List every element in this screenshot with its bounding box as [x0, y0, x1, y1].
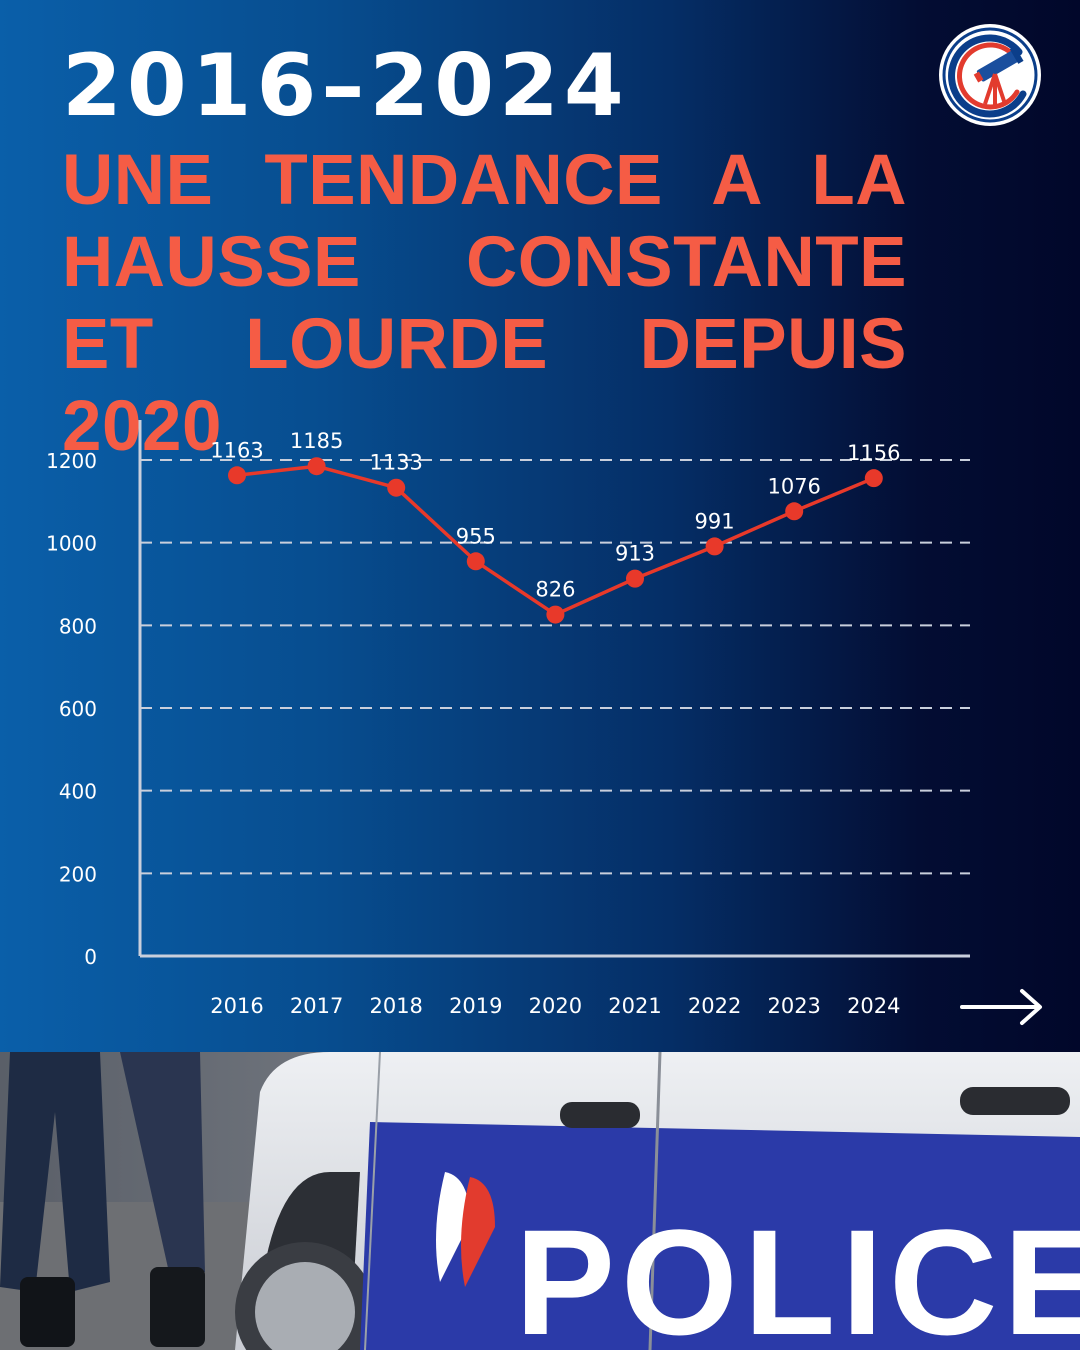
data-point: [228, 466, 246, 485]
chart-panel: [0, 0, 1080, 1052]
y-tick-label: 800: [59, 614, 97, 638]
x-tick-label: 2019: [449, 994, 502, 1018]
series-line-segment: [634, 544, 716, 581]
data-label: 955: [456, 524, 496, 548]
series-line-segment: [793, 476, 875, 513]
data-label: 913: [615, 542, 655, 566]
x-tick-label: 2024: [847, 994, 900, 1018]
data-point: [705, 537, 724, 556]
data-label: 1156: [847, 441, 900, 465]
data-point: [387, 478, 406, 497]
x-tick-label: 2022: [688, 994, 741, 1018]
page-subtitle: UNE TENDANCE A LA HAUSSE CONSTANTE ET LO…: [62, 141, 907, 466]
line-chart: 0 200 400 600 800 1000 1200 2016 2017 2018 2019 202…: [46, 420, 970, 1018]
x-tick-label: 2020: [529, 994, 582, 1018]
data-label: 826: [535, 578, 575, 602]
x-tick-label: 2023: [767, 994, 820, 1018]
x-tick-label: 2021: [608, 994, 661, 1018]
data-point: [546, 605, 565, 624]
y-tick-label: 400: [59, 780, 97, 804]
x-tick-label: 2017: [290, 994, 343, 1018]
data-label: 1185: [290, 429, 343, 453]
y-tick-label: 600: [59, 697, 97, 721]
y-tick-label: 1000: [46, 532, 97, 556]
telescope-logo-icon: [939, 24, 1041, 126]
series-line-segment: [474, 559, 557, 617]
series-line-segment: [554, 577, 636, 617]
data-label: 1076: [767, 474, 820, 498]
data-label: 991: [695, 509, 735, 533]
series-line-segment: [316, 464, 397, 490]
y-tick-label: 0: [84, 945, 97, 969]
y-tick-label: 200: [59, 862, 97, 886]
data-label: 1133: [369, 451, 422, 475]
page-title: 2016–2024: [62, 36, 629, 136]
x-tick-label: 2016: [210, 994, 263, 1018]
police-car-photo: POLICE: [0, 1052, 1080, 1350]
x-tick-label: 2018: [369, 994, 422, 1018]
series-line-segment: [713, 509, 795, 548]
data-point: [785, 502, 804, 521]
data-point: [626, 569, 644, 588]
y-tick-label: 1200: [46, 449, 97, 473]
data-point: [466, 552, 485, 571]
arrow-right-icon[interactable]: [958, 985, 1048, 1029]
series-line-segment: [395, 486, 477, 563]
data-point: [307, 457, 326, 476]
series-line-segment: [236, 464, 317, 478]
police-lettering: POLICE: [515, 1198, 1080, 1350]
data-point: [864, 469, 883, 488]
data-label: 1163: [210, 438, 263, 462]
